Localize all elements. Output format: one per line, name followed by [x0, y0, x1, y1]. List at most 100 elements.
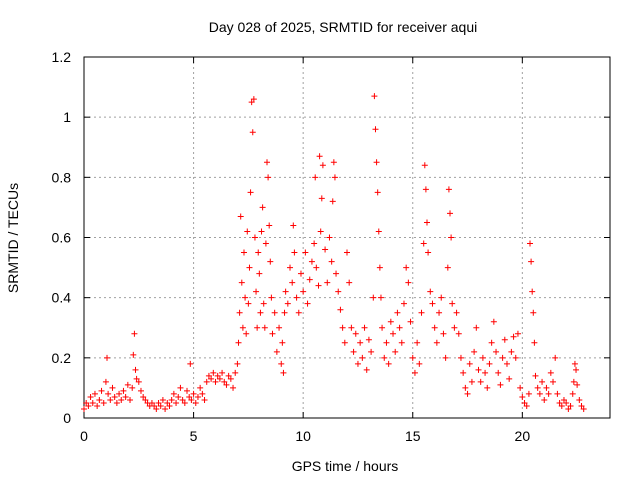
y-tick-label: 0.2: [52, 350, 72, 366]
data-point: [486, 360, 493, 367]
data-point: [257, 309, 264, 316]
data-point: [188, 396, 195, 403]
data-point: [348, 324, 355, 331]
data-point: [113, 399, 120, 406]
data-point: [153, 405, 160, 412]
data-point: [91, 390, 98, 397]
data-point: [239, 324, 246, 331]
data-point: [578, 402, 585, 409]
data-point: [155, 399, 162, 406]
data-point: [81, 405, 87, 412]
data-point: [337, 306, 344, 313]
y-axis-label: SRMTID / TECUs: [5, 183, 21, 293]
data-point: [162, 405, 169, 412]
data-point: [159, 396, 166, 403]
data-point: [374, 189, 381, 196]
data-point: [416, 360, 423, 367]
data-point: [372, 126, 379, 133]
data-point: [140, 393, 147, 400]
data-point: [290, 222, 297, 229]
data-point: [475, 366, 482, 373]
data-point: [503, 360, 510, 367]
data-point: [170, 390, 177, 397]
data-point: [530, 309, 537, 316]
data-point: [451, 324, 458, 331]
data-point: [387, 318, 394, 325]
data-point: [477, 378, 484, 385]
data-point: [177, 384, 184, 391]
data-point: [251, 234, 258, 241]
data-point: [293, 294, 300, 301]
data-point: [523, 402, 530, 409]
data-point: [179, 396, 186, 403]
data-point: [306, 276, 313, 283]
data-point: [322, 246, 329, 253]
data-point: [335, 288, 342, 295]
data-point: [359, 354, 366, 361]
data-point: [282, 288, 289, 295]
data-point: [122, 393, 129, 400]
data-point: [527, 240, 534, 247]
data-point: [266, 222, 273, 229]
data-point: [192, 399, 199, 406]
chart-title: Day 028 of 2025, SRMTID for receiver aqu…: [209, 19, 477, 35]
data-point: [287, 264, 294, 271]
data-point: [521, 399, 528, 406]
data-point: [276, 324, 283, 331]
data-point: [420, 240, 427, 247]
data-point: [164, 399, 171, 406]
data-point: [308, 258, 315, 265]
data-point: [400, 300, 407, 307]
data-points: [81, 93, 587, 412]
data-point: [232, 369, 239, 376]
data-point: [175, 393, 182, 400]
data-point: [201, 396, 208, 403]
data-point: [219, 369, 226, 376]
data-point: [499, 354, 506, 361]
data-point: [166, 402, 173, 409]
data-point: [85, 402, 92, 409]
data-point: [381, 354, 388, 361]
data-point: [333, 270, 340, 277]
data-point: [253, 288, 260, 295]
data-point: [262, 240, 269, 247]
data-point: [528, 258, 535, 265]
data-point: [574, 381, 581, 388]
data-point: [247, 189, 254, 196]
data-point: [304, 300, 311, 307]
data-point: [100, 399, 107, 406]
data-point: [414, 339, 421, 346]
data-point: [238, 279, 245, 286]
data-point: [116, 390, 123, 397]
data-point: [104, 354, 111, 361]
data-point: [379, 324, 386, 331]
data-point: [230, 384, 237, 391]
data-point: [250, 96, 257, 103]
data-point: [541, 396, 548, 403]
data-point: [129, 384, 136, 391]
data-point: [448, 234, 455, 241]
data-point: [573, 366, 580, 373]
data-point: [208, 375, 215, 382]
y-tick-label: 0.8: [52, 169, 72, 185]
data-point: [453, 309, 460, 316]
data-point: [457, 354, 464, 361]
data-point: [315, 282, 322, 289]
data-point: [236, 309, 243, 316]
y-tick-label: 1: [63, 109, 71, 125]
data-point: [109, 384, 116, 391]
data-point: [244, 228, 251, 235]
data-point: [354, 360, 361, 367]
data-point: [390, 330, 397, 337]
data-point: [102, 378, 109, 385]
data-point: [534, 384, 541, 391]
data-point: [377, 294, 384, 301]
data-point: [418, 309, 425, 316]
data-point: [317, 228, 324, 235]
data-point: [258, 228, 265, 235]
data-point: [455, 330, 462, 337]
y-tick-label: 0: [63, 410, 71, 426]
data-point: [462, 384, 469, 391]
data-point: [468, 378, 475, 385]
data-point: [560, 396, 567, 403]
